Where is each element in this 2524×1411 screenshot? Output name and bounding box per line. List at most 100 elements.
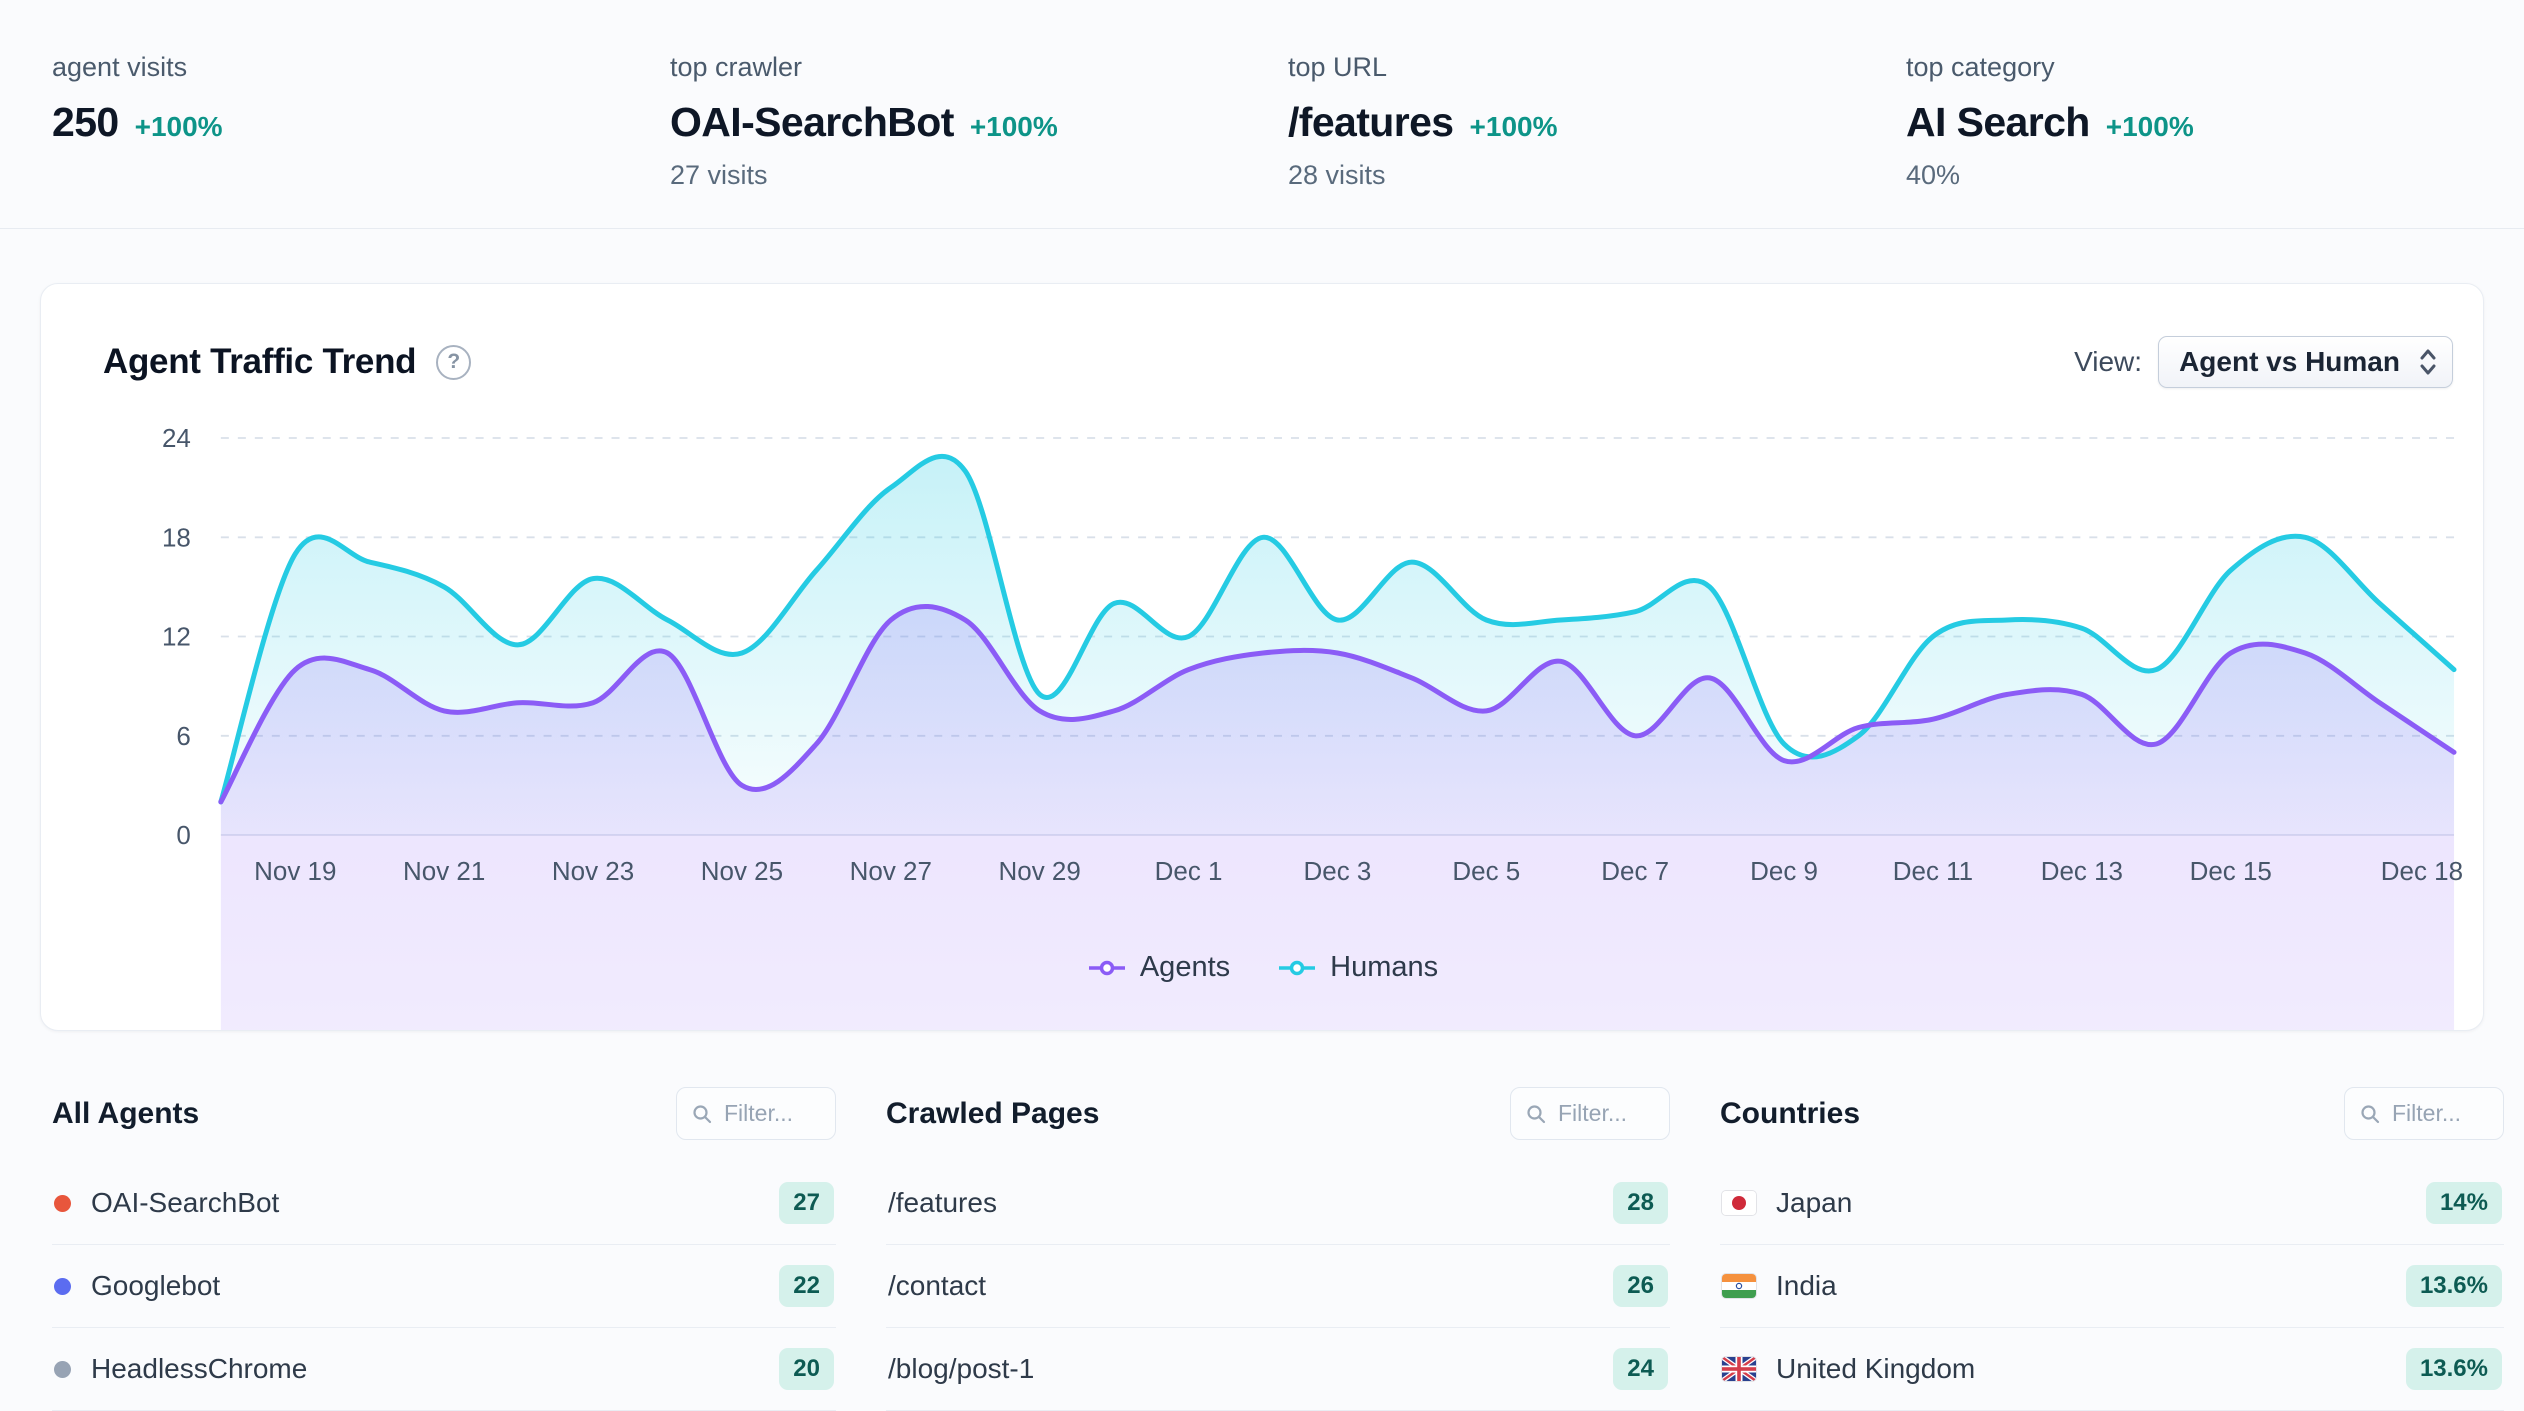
stat-value: AI Search — [1906, 99, 2090, 145]
stat-top-crawler: top crawler OAI-SearchBot +100% 27 visit… — [670, 52, 1288, 192]
agents-filter-input[interactable] — [722, 1099, 821, 1128]
row-name: /contact — [888, 1270, 987, 1301]
search-icon — [2361, 1104, 2380, 1123]
svg-text:Dec 5: Dec 5 — [1452, 856, 1520, 886]
question-mark-circle-icon[interactable]: ? — [436, 344, 472, 380]
flag-japan — [1722, 1191, 1756, 1215]
agents-filter[interactable] — [676, 1087, 836, 1140]
list-item[interactable]: United Kingdom 13.6% — [1720, 1328, 2504, 1411]
svg-text:0: 0 — [176, 820, 190, 850]
svg-text:Nov 27: Nov 27 — [850, 856, 932, 886]
svg-text:Nov 21: Nov 21 — [403, 856, 485, 886]
agents-rows: OAI-SearchBot 27 Googlebot 22 HeadlessCh… — [52, 1162, 836, 1411]
svg-text:Nov 19: Nov 19 — [254, 856, 336, 886]
list-title: Countries — [1720, 1096, 1861, 1130]
legend-item-agents[interactable]: Agents — [1086, 951, 1230, 984]
stat-label: agent visits — [52, 52, 188, 82]
svg-text:Dec 7: Dec 7 — [1601, 856, 1669, 886]
svg-text:Dec 15: Dec 15 — [2190, 856, 2272, 886]
row-name: India — [1776, 1270, 1837, 1301]
stat-delta: +100% — [969, 111, 1058, 142]
stat-value: 250 — [52, 99, 119, 145]
stat-top-category: top category AI Search +100% 40% — [1906, 52, 2524, 192]
legend-label: Agents — [1139, 951, 1231, 983]
legend-item-humans[interactable]: Humans — [1276, 951, 1438, 984]
list-item[interactable]: India 13.6% — [1720, 1245, 2504, 1328]
stats-row: agent visits 250 +100% top crawler OAI-S… — [0, 0, 2524, 229]
svg-text:Nov 23: Nov 23 — [552, 856, 634, 886]
stat-agent-visits: agent visits 250 +100% — [52, 52, 670, 192]
search-icon — [693, 1104, 712, 1123]
list-item[interactable]: /features 28 — [886, 1162, 1670, 1245]
stat-delta: +100% — [2105, 111, 2194, 142]
row-dot — [54, 1194, 71, 1212]
stat-delta: +100% — [134, 111, 223, 142]
pages-filter-input[interactable] — [1556, 1099, 1655, 1128]
stat-sub: 40% — [1906, 160, 1961, 190]
stat-label: top crawler — [670, 52, 803, 82]
list-item[interactable]: /blog/post-1 24 — [886, 1328, 1670, 1411]
row-name: OAI-SearchBot — [91, 1187, 280, 1218]
row-count-badge: 20 — [779, 1348, 834, 1390]
stat-label: top category — [1906, 52, 2055, 82]
row-name: United Kingdom — [1776, 1353, 1976, 1384]
pages-list: Crawled Pages /features 28 /contact 26 /… — [886, 1087, 1670, 1411]
stat-value: OAI-SearchBot — [670, 99, 954, 145]
svg-text:Dec 1: Dec 1 — [1155, 856, 1223, 886]
chart-area: 0 6 12 18 24 Nov 19 Nov 21 Nov 23 Nov 25 Nov 27 No… — [41, 422, 2483, 1030]
list-title: All Agents — [52, 1096, 200, 1130]
card-title: Agent Traffic Trend — [103, 342, 417, 381]
row-count-badge: 13.6% — [2405, 1348, 2502, 1390]
view-select-value: Agent vs Human — [2179, 346, 2400, 377]
row-count-badge: 26 — [1613, 1265, 1668, 1307]
list-item[interactable]: HeadlessChrome 20 — [52, 1328, 836, 1411]
svg-text:18: 18 — [162, 522, 191, 552]
row-name: Japan — [1776, 1187, 1853, 1218]
countries-filter[interactable] — [2344, 1087, 2504, 1140]
row-count-badge: 27 — [779, 1182, 834, 1224]
row-count-badge: 13.6% — [2405, 1265, 2502, 1307]
stat-value: /features — [1288, 99, 1454, 145]
row-dot — [54, 1277, 71, 1295]
stat-delta: +100% — [1469, 111, 1558, 142]
stat-sub: 27 visits — [670, 160, 768, 190]
trend-chart[interactable]: 0 6 12 18 24 Nov 19 Nov 21 Nov 23 Nov 25 Nov 27 No… — [41, 422, 2483, 1030]
list-item[interactable]: Googlebot 22 — [52, 1245, 836, 1328]
agent-traffic-trend-card: Agent Traffic Trend ? View: Agent vs Hum… — [40, 283, 2484, 1031]
row-count-badge: 24 — [1613, 1348, 1668, 1390]
svg-text:12: 12 — [162, 621, 191, 651]
humans-line-icon — [1276, 959, 1318, 977]
updown-chevrons-icon — [2420, 349, 2436, 375]
svg-text:Nov 25: Nov 25 — [701, 856, 783, 886]
list-item[interactable]: Japan 14% — [1720, 1162, 2504, 1245]
pages-filter[interactable] — [1510, 1087, 1670, 1140]
agents-list: All Agents OAI-SearchBot 27 Googlebot 22… — [52, 1087, 836, 1411]
row-name: HeadlessChrome — [91, 1353, 308, 1384]
flag-uk — [1722, 1357, 1756, 1381]
countries-list: Countries Japan 14% India 13.6% United K… — [1720, 1087, 2504, 1411]
view-select[interactable]: Agent vs Human — [2158, 336, 2453, 388]
svg-text:Nov 29: Nov 29 — [999, 856, 1081, 886]
flag-india — [1722, 1274, 1756, 1298]
svg-text:Dec 9: Dec 9 — [1750, 856, 1818, 886]
svg-text:Dec 13: Dec 13 — [2041, 856, 2123, 886]
stat-sub — [52, 160, 670, 192]
search-icon — [1527, 1104, 1546, 1123]
card-header: Agent Traffic Trend ? View: Agent vs Hum… — [41, 284, 2483, 422]
svg-text:24: 24 — [162, 423, 191, 453]
row-name: /blog/post-1 — [888, 1353, 1035, 1384]
row-count-badge: 28 — [1613, 1182, 1668, 1224]
svg-text:Dec 18: Dec 18 — [2381, 856, 2463, 886]
countries-filter-input[interactable] — [2390, 1099, 2489, 1128]
row-name: Googlebot — [91, 1270, 221, 1301]
list-item[interactable]: /contact 26 — [886, 1245, 1670, 1328]
legend-label: Humans — [1330, 951, 1439, 983]
breakdown-lists: All Agents OAI-SearchBot 27 Googlebot 22… — [0, 1031, 2524, 1411]
countries-rows: Japan 14% India 13.6% United Kingdom 13.… — [1720, 1162, 2504, 1411]
svg-text:6: 6 — [176, 721, 190, 751]
stat-label: top URL — [1288, 52, 1388, 82]
stat-top-url: top URL /features +100% 28 visits — [1288, 52, 1906, 192]
stat-sub: 28 visits — [1288, 160, 1386, 190]
list-item[interactable]: OAI-SearchBot 27 — [52, 1162, 836, 1245]
